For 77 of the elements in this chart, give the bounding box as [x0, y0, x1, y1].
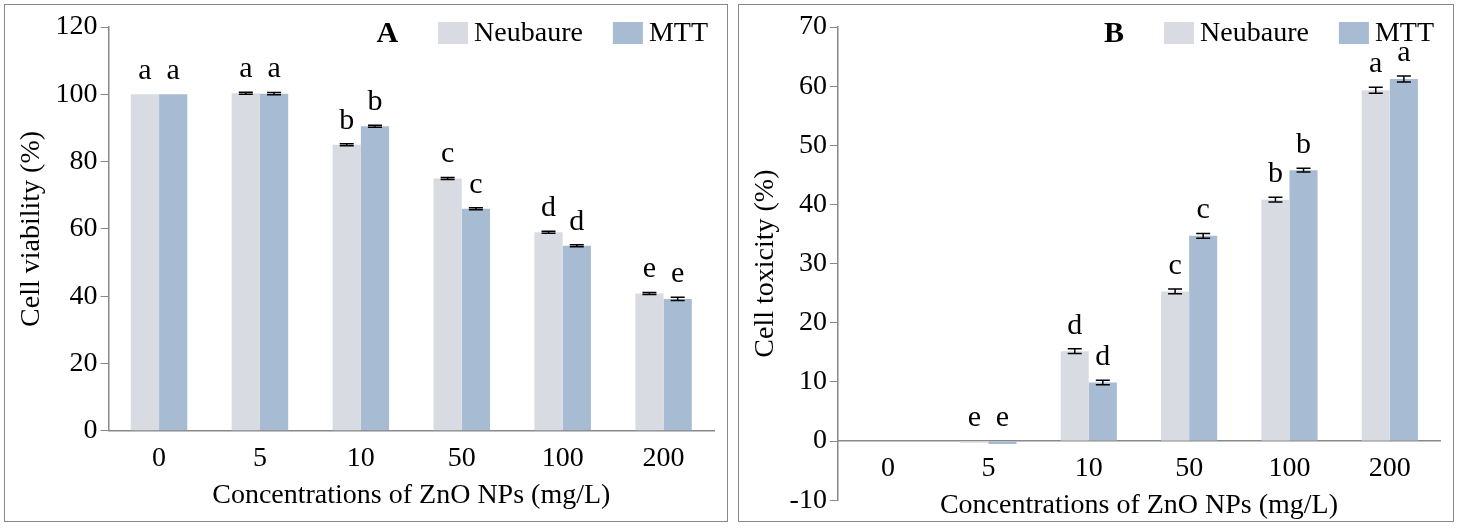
- bar: [130, 94, 160, 431]
- y-tick-label: -10: [789, 482, 827, 514]
- bar: [332, 144, 361, 431]
- annotation: b: [367, 83, 383, 117]
- bar: [1289, 170, 1318, 441]
- bar: [1189, 235, 1218, 441]
- legend-label: MTT: [648, 16, 709, 48]
- annotation: d: [569, 202, 585, 236]
- y-tick-label: 80: [69, 143, 98, 175]
- annotation: d: [1095, 338, 1111, 371]
- annotation: a: [166, 52, 180, 86]
- x-tick-label: 10: [346, 440, 375, 472]
- bar: [231, 93, 260, 431]
- annotation: e: [995, 398, 1010, 432]
- annotation: a: [267, 50, 281, 84]
- bar: [663, 298, 692, 431]
- bar: [1088, 382, 1117, 441]
- annotation: c: [1168, 246, 1182, 280]
- x-tick-label: 10: [1074, 451, 1103, 483]
- y-tick-label: 120: [55, 9, 98, 41]
- x-axis-title: Concentrations of ZnO NPs (mg/L): [939, 487, 1339, 519]
- y-tick-label: 20: [798, 305, 827, 337]
- x-tick-label: 100: [1268, 451, 1311, 483]
- x-tick-label: 5: [981, 451, 996, 483]
- annotation: e: [671, 255, 685, 289]
- bar: [1161, 291, 1190, 441]
- bar: [159, 94, 188, 431]
- x-tick-label: 0: [152, 440, 167, 472]
- legend-label: Neubaure: [1200, 16, 1309, 48]
- y-tick-label: 60: [798, 68, 827, 100]
- annotation: c: [1196, 191, 1210, 225]
- bar: [259, 93, 289, 431]
- y-tick-label: 40: [798, 186, 827, 218]
- bar: [1389, 79, 1418, 441]
- y-tick-label: 70: [798, 9, 827, 41]
- y-tick-label: 100: [55, 76, 98, 108]
- y-tick-label: 40: [69, 278, 98, 310]
- bar: [360, 126, 390, 431]
- x-tick-label: 50: [447, 440, 476, 472]
- y-tick-label: 60: [69, 211, 98, 243]
- x-tick-label: 200: [642, 440, 685, 472]
- y-axis-title: Cell viability (%): [14, 130, 46, 327]
- legend-label: Neubaure: [474, 16, 583, 48]
- annotation: d: [1067, 306, 1083, 340]
- chart-title: A: [376, 14, 399, 48]
- x-tick-label: 100: [541, 440, 584, 472]
- bar: [1261, 199, 1290, 441]
- annotation: a: [1369, 45, 1383, 79]
- bar: [1060, 351, 1089, 441]
- annotation: b: [339, 101, 355, 135]
- x-tick-label: 0: [881, 451, 896, 483]
- bar: [1361, 90, 1390, 441]
- annotation: a: [138, 52, 152, 86]
- x-axis-title: Concentrations of ZnO NPs (mg/L): [212, 477, 611, 509]
- annotation: a: [239, 50, 253, 84]
- y-axis-title: Cell toxicity (%): [748, 169, 780, 358]
- bar: [562, 245, 591, 431]
- annotation: b: [1267, 155, 1283, 189]
- annotation: c: [440, 135, 455, 169]
- bar: [461, 208, 490, 431]
- annotation: e: [967, 398, 982, 432]
- y-tick-label: 30: [798, 245, 827, 277]
- annotation: d: [541, 189, 557, 223]
- annotation: c: [469, 165, 483, 199]
- y-tick-label: 10: [798, 364, 827, 396]
- annotation: e: [642, 250, 657, 284]
- x-tick-label: 50: [1175, 451, 1204, 483]
- x-tick-label: 200: [1368, 451, 1411, 483]
- bar: [534, 232, 563, 431]
- y-tick-label: 0: [83, 413, 98, 445]
- chart-title: B: [1104, 14, 1125, 48]
- x-tick-label: 5: [252, 440, 267, 472]
- bar: [635, 293, 664, 431]
- bar: [433, 178, 462, 431]
- annotation: b: [1296, 126, 1312, 160]
- y-tick-label: 50: [798, 127, 827, 159]
- y-tick-label: 20: [69, 345, 98, 377]
